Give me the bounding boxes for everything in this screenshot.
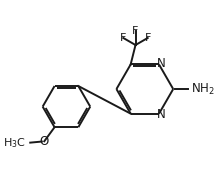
Text: N: N	[157, 108, 166, 121]
Text: H$_3$C: H$_3$C	[3, 136, 26, 150]
Text: NH$_2$: NH$_2$	[191, 81, 214, 97]
Text: F: F	[120, 33, 126, 43]
Text: N: N	[157, 57, 166, 70]
Text: O: O	[40, 135, 49, 148]
Text: F: F	[132, 26, 139, 36]
Text: F: F	[145, 33, 151, 43]
